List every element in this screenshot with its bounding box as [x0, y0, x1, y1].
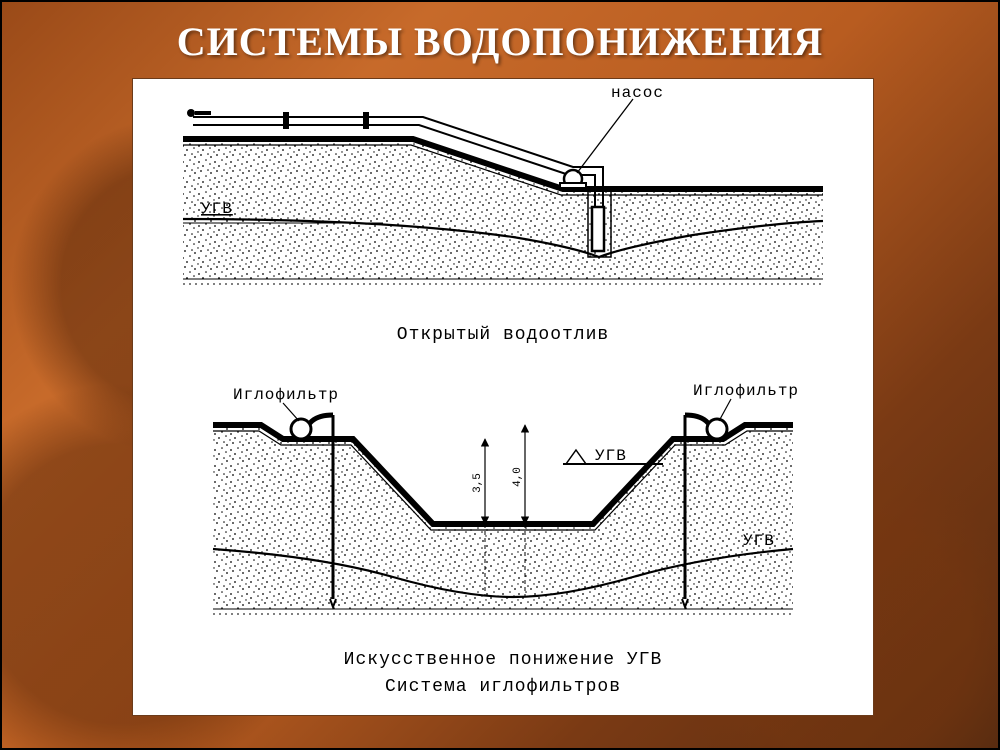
diagram-open-drainage: насос УГВ Открытый водоотлив	[183, 84, 823, 345]
dim-1: 3,5	[472, 473, 484, 493]
diagram2-caption-2: Система иглофильтров	[385, 677, 621, 697]
slide-title: СИСТЕМЫ ВОДОПОНИЖЕНИЯ	[2, 2, 998, 65]
diagram2-caption-1: Искусственное понижение УГВ	[344, 650, 663, 670]
diagrams-svg: насос УГВ Открытый водоотлив	[133, 79, 873, 715]
pump-label: насос	[611, 84, 664, 102]
ugv-level-label: УГВ	[595, 447, 627, 465]
diagram-wellpoint-system: УГВ УГВ 3,5 4,0	[213, 382, 799, 697]
dim-2: 4,0	[512, 467, 524, 487]
slide: СИСТЕМЫ ВОДОПОНИЖЕНИЯ	[0, 0, 1000, 750]
filter-label-right: Иглофильтр	[693, 382, 799, 400]
diagram-panel: насос УГВ Открытый водоотлив	[132, 78, 874, 716]
ugv-curve-label: УГВ	[743, 532, 775, 550]
filter-label-left: Иглофильтр	[233, 386, 339, 404]
diagram1-caption: Открытый водоотлив	[397, 325, 609, 345]
ugv-label-1: УГВ	[201, 200, 233, 218]
